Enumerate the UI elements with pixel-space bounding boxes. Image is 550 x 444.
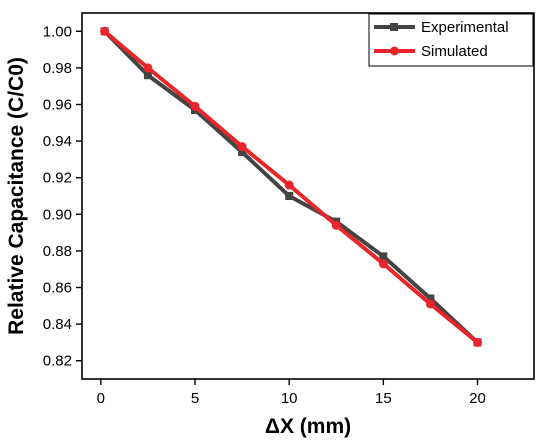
legend-label-experimental: Experimental <box>421 19 509 36</box>
y-tick-label: 0.96 <box>43 97 72 114</box>
legend-label-simulated: Simulated <box>421 43 488 60</box>
y-tick-label: 0.88 <box>43 243 72 260</box>
data-point-simulated <box>237 142 247 152</box>
y-tick-label: 0.90 <box>43 206 72 223</box>
data-point-experimental <box>238 148 247 157</box>
y-tick-label: 0.98 <box>43 60 72 77</box>
data-point-simulated <box>473 337 482 347</box>
legend: Experimental Simulated <box>368 13 534 67</box>
y-tick-label: 0.86 <box>43 280 72 297</box>
data-point-simulated <box>425 299 435 309</box>
x-tick-label: 0 <box>97 390 105 407</box>
y-tick-label: 0.94 <box>43 133 72 150</box>
y-tick-label: 0.84 <box>43 316 72 333</box>
x-tick-label: 10 <box>281 390 298 407</box>
data-point-experimental <box>285 192 294 200</box>
x-axis-title: ΔX (mm) <box>265 415 351 438</box>
data-point-simulated <box>190 101 200 111</box>
plot-frame <box>81 12 535 380</box>
data-point-simulated <box>143 63 153 73</box>
x-tick-label: 20 <box>469 390 486 407</box>
x-tick-label: 5 <box>191 390 199 407</box>
data-point-simulated <box>284 180 294 190</box>
data-point-simulated <box>378 259 388 269</box>
data-point-simulated <box>331 220 341 230</box>
y-tick-label: 1.00 <box>43 23 72 40</box>
x-tick-label: 15 <box>375 390 392 407</box>
data-point-simulated <box>100 26 110 36</box>
y-axis-title: Relative Capacitance (C/C0) <box>5 57 28 335</box>
legend-box <box>368 13 534 67</box>
legend-marker-experimental <box>390 23 398 31</box>
y-tick-label: 0.82 <box>43 353 72 370</box>
data-point-experimental <box>379 252 388 261</box>
legend-marker-simulated <box>390 46 399 56</box>
data-point-experimental <box>143 71 152 80</box>
y-tick-label: 0.92 <box>43 170 72 187</box>
series-layer <box>100 26 482 347</box>
data-point-experimental <box>426 294 435 303</box>
axes-layer: 0 5 10 15 20 0.82 0.84 0.86 0.88 0.90 0.92 0.94 0.96… <box>43 12 535 407</box>
